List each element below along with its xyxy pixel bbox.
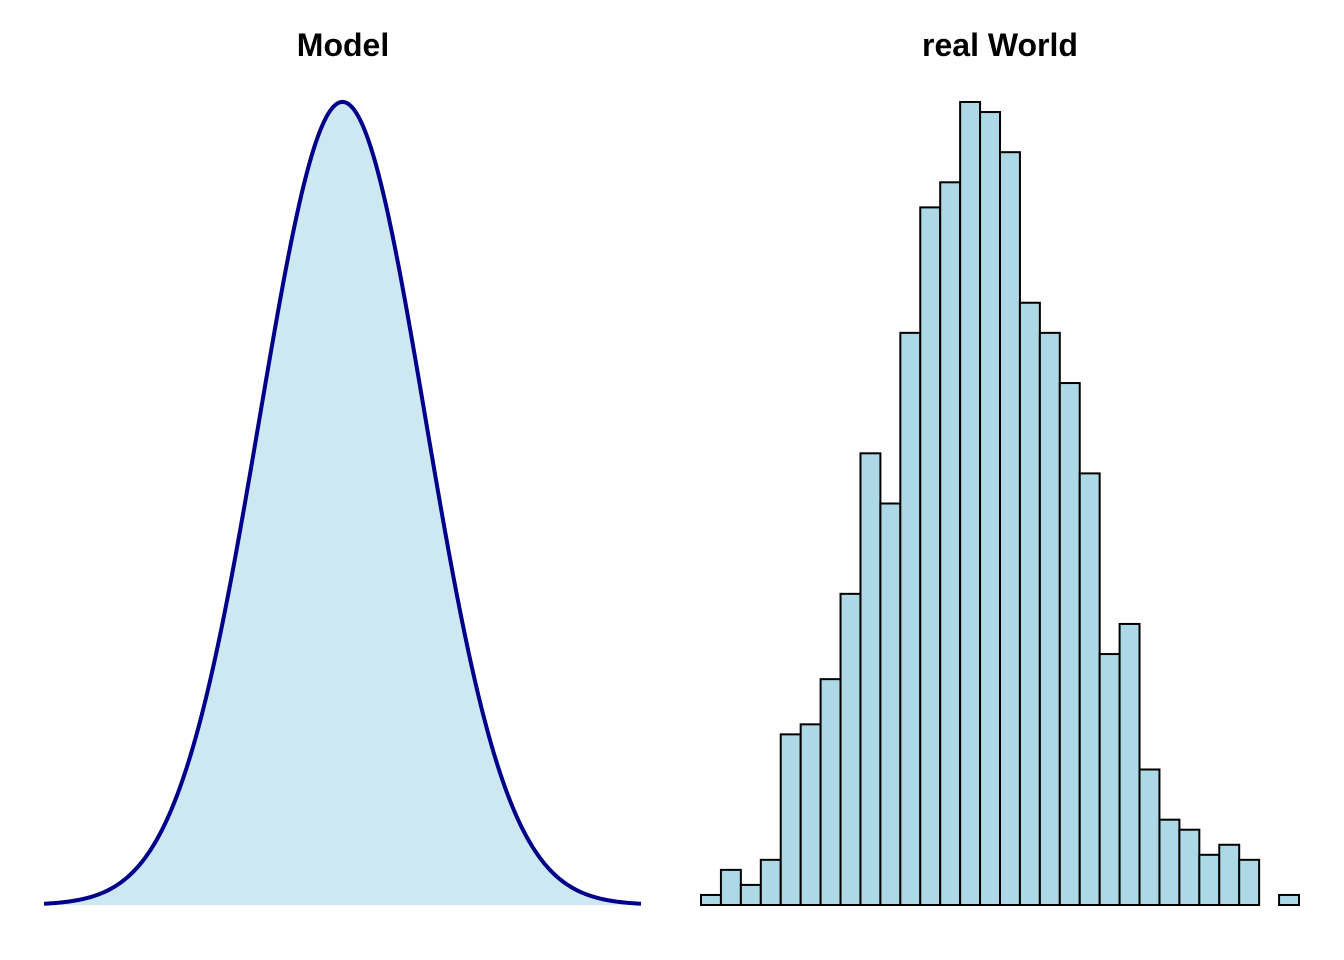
histogram-bar-12 xyxy=(919,206,942,906)
histogram-bar-9 xyxy=(859,452,882,906)
histogram-bar-3 xyxy=(739,883,762,906)
histogram-bar-15 xyxy=(979,111,1002,907)
real-world-panel: real World xyxy=(700,27,1300,907)
model-panel: Model xyxy=(43,27,642,906)
model-density-fill xyxy=(44,101,641,905)
histogram-bar-24 xyxy=(1158,818,1181,906)
histogram-bars xyxy=(700,101,1300,907)
histogram-bar-14 xyxy=(959,101,982,906)
histogram-bar-19 xyxy=(1058,382,1081,906)
histogram-bar-6 xyxy=(799,723,822,907)
histogram-bar-11 xyxy=(899,331,922,906)
histogram-bar-30 xyxy=(1278,893,1300,907)
histogram-bar-20 xyxy=(1078,472,1101,906)
histogram-bar-10 xyxy=(879,502,902,906)
histogram-bar-5 xyxy=(779,733,802,906)
histogram-bar-23 xyxy=(1138,768,1161,906)
histogram-bar-21 xyxy=(1098,653,1121,906)
histogram-bar-13 xyxy=(939,181,962,907)
histogram-bar-22 xyxy=(1118,622,1141,906)
real-world-title: real World xyxy=(922,27,1078,63)
histogram-bar-27 xyxy=(1218,843,1241,907)
histogram-bar-2 xyxy=(719,868,742,906)
histogram-bar-4 xyxy=(759,858,782,907)
histogram-bar-17 xyxy=(1018,301,1041,906)
histogram-bar-25 xyxy=(1178,828,1201,906)
model-density-curve xyxy=(43,99,642,906)
histogram-bar-1 xyxy=(700,893,722,907)
histogram-bar-26 xyxy=(1198,853,1221,906)
histogram-bar-18 xyxy=(1038,331,1061,906)
histogram-bar-28 xyxy=(1238,858,1261,907)
histogram-bar-16 xyxy=(999,151,1021,906)
histogram-bar-8 xyxy=(839,592,862,907)
model-title: Model xyxy=(297,27,389,63)
histogram-bar-7 xyxy=(819,678,842,906)
